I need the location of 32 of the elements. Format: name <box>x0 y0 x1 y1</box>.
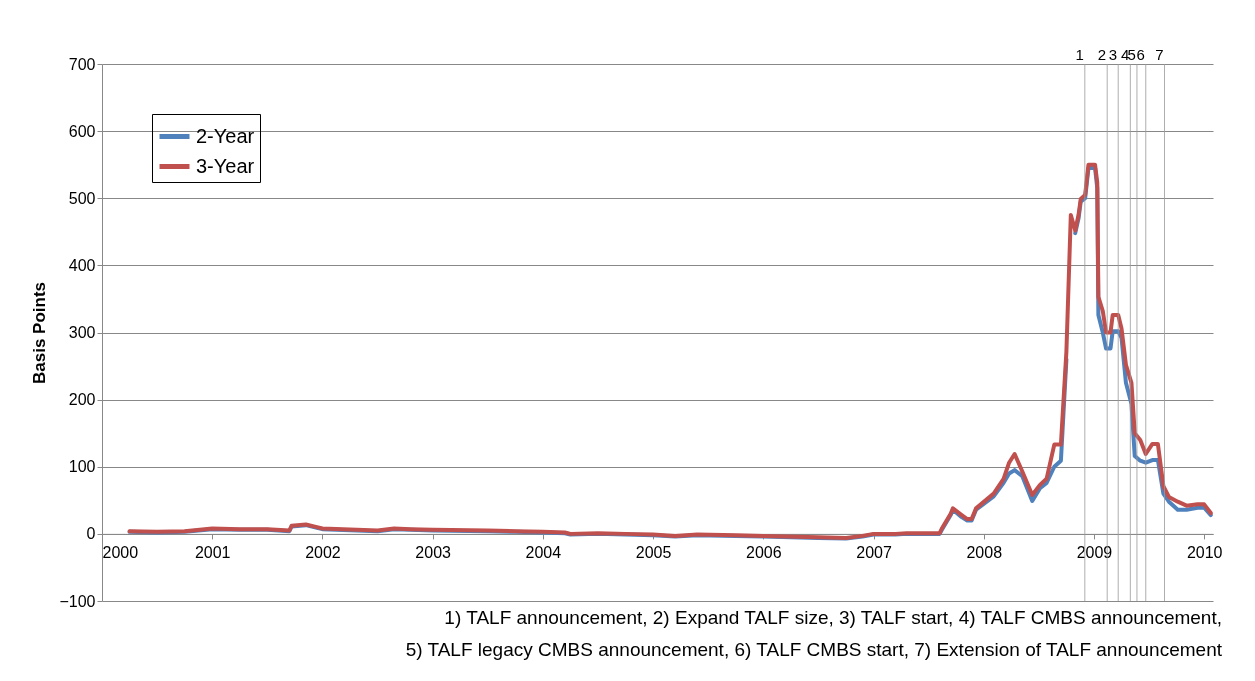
y-tick-label: 600 <box>68 122 96 140</box>
text: 5) TALF legacy CMBS announcement, 6) TALF CMBS start, 7) Extension of TALF announcement <box>405 639 1223 660</box>
legend-label: 3-Year <box>196 154 255 177</box>
y-tick-label: 500 <box>68 189 96 207</box>
annotation: 7 <box>1155 46 1164 63</box>
y-tick-label: 0 <box>86 525 96 543</box>
x-tick-label: 2000 <box>102 544 139 562</box>
x-tick-label: 2001 <box>194 544 231 562</box>
text: 1) TALF announcement, 2) Expand TALF size, 3) TALF start, 4) TALF CMBS announcement, <box>444 607 1222 628</box>
annotation: 5 <box>1127 46 1136 63</box>
y-tick-label: 700 <box>68 55 96 73</box>
y-tick-label: −100 <box>59 592 96 610</box>
legend-label: 2-Year <box>196 124 255 147</box>
annotation: 4 <box>1120 46 1130 63</box>
x-tick-label: 2006 <box>746 544 782 562</box>
y-tick-label: 400 <box>68 256 96 274</box>
x-tick-label: 2010 <box>1186 544 1223 562</box>
y-tick-label: 100 <box>68 458 96 476</box>
y-axis-title: Basis Points <box>30 281 50 385</box>
x-tick-label: 2005 <box>635 544 672 562</box>
x-tick-label: 2009 <box>1076 544 1113 562</box>
x-tick-label: 2004 <box>525 544 562 562</box>
annotation: 1 <box>1075 46 1084 63</box>
annotation: 2 <box>1097 46 1107 63</box>
x-tick-label: 2003 <box>415 544 452 562</box>
y-tick-label: 300 <box>68 324 96 341</box>
annotation: 3 <box>1108 46 1118 63</box>
x-tick-label: 2008 <box>966 544 1003 562</box>
x-tick-label: 2007 <box>856 544 892 562</box>
annotation: 6 <box>1136 46 1145 63</box>
x-tick-label: 2002 <box>305 544 341 562</box>
y-tick-label: 200 <box>68 391 96 409</box>
